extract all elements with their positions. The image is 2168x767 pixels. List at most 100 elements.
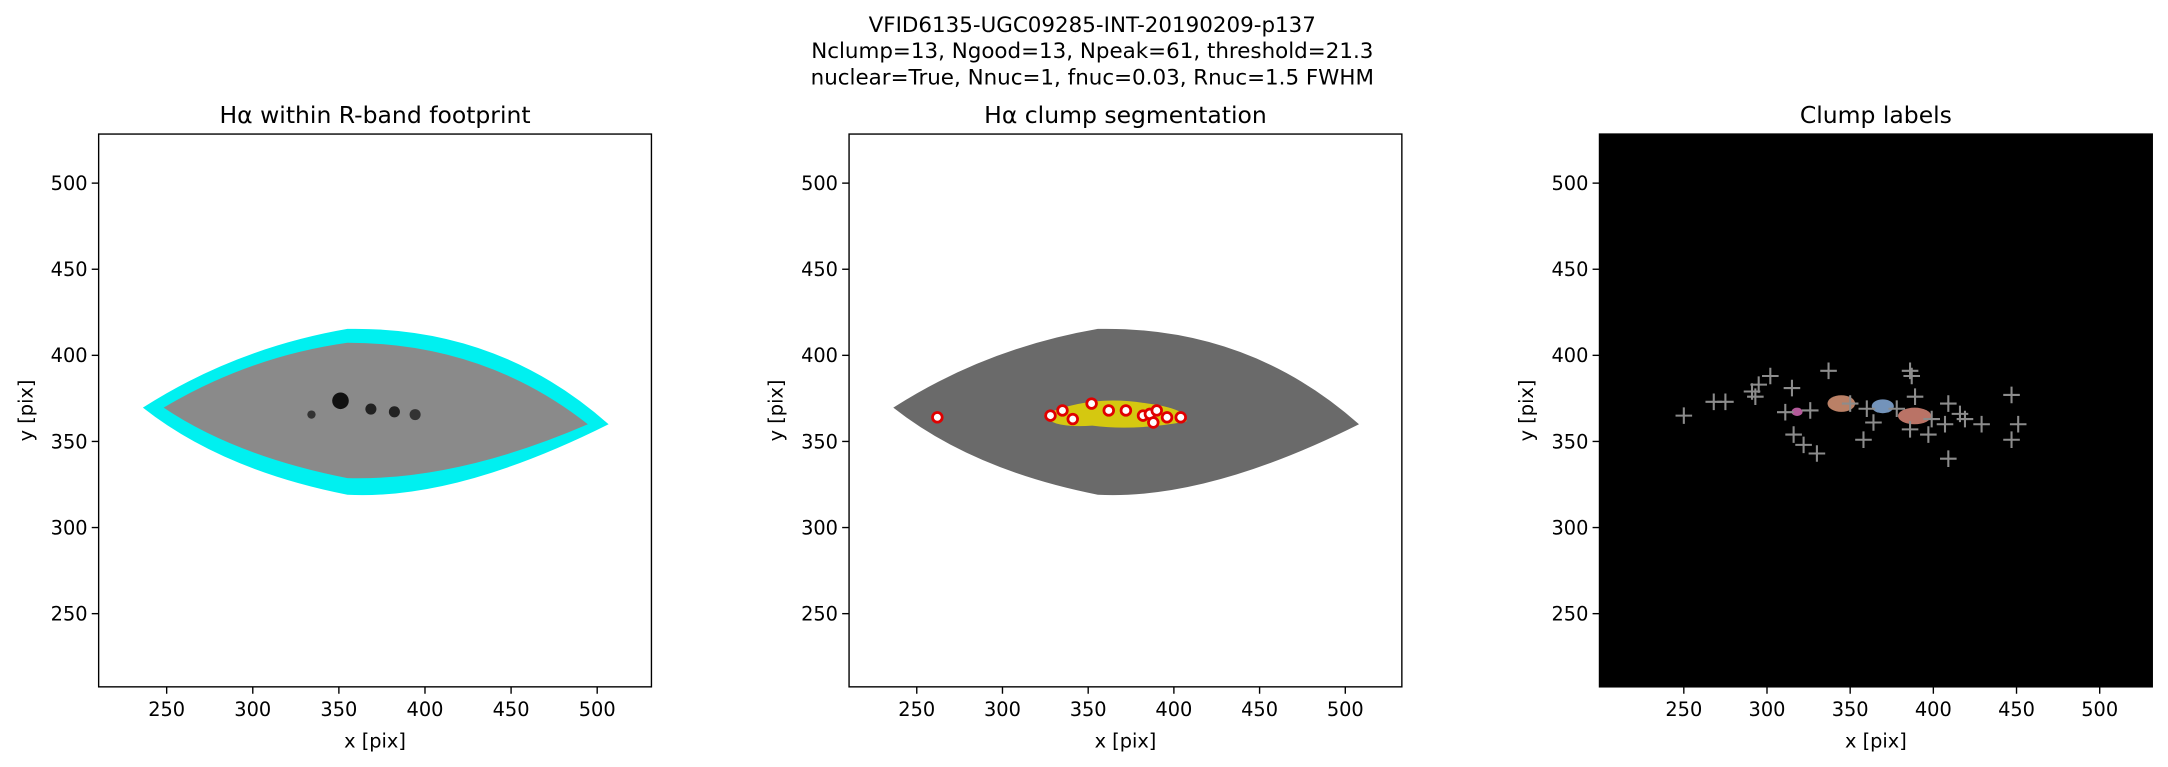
clump-marker bbox=[1066, 412, 1079, 426]
blob bbox=[307, 410, 316, 419]
y-tick-label: 350 bbox=[801, 430, 838, 453]
peak-marker bbox=[1858, 400, 1876, 418]
y-tick-label: 500 bbox=[1552, 172, 1589, 195]
x-tick-label: 400 bbox=[407, 698, 444, 721]
peak-marker bbox=[1920, 426, 1937, 443]
peak-marker bbox=[1675, 407, 1693, 424]
peak-marker bbox=[1888, 400, 1906, 418]
label-blob bbox=[1827, 395, 1856, 412]
y-tick-label: 450 bbox=[801, 258, 838, 281]
clump-marker bbox=[1056, 404, 1069, 417]
clump-marker bbox=[1044, 409, 1057, 422]
x-tick-label: 350 bbox=[320, 698, 357, 721]
blob bbox=[388, 406, 400, 418]
x-tick-label: 450 bbox=[1998, 698, 2035, 721]
figure-title: VFID6135-UGC09285-INT-20190209-p137 bbox=[869, 13, 1316, 38]
peak-marker bbox=[1820, 362, 1837, 380]
y-tick-label: 300 bbox=[51, 516, 88, 539]
peak-marker bbox=[1901, 421, 1919, 438]
peak-marker bbox=[1750, 376, 1767, 393]
peak-marker bbox=[2009, 415, 2027, 433]
x-tick-label: 350 bbox=[1832, 698, 1869, 721]
clump-marker bbox=[1102, 404, 1115, 417]
x-tick-label: 300 bbox=[984, 698, 1021, 721]
peak-marker bbox=[1936, 415, 1954, 433]
y-tick-label: 300 bbox=[801, 516, 838, 539]
peak-marker bbox=[1940, 450, 1957, 467]
label-blob bbox=[1897, 407, 1932, 425]
y-tick-label: 400 bbox=[801, 344, 838, 367]
x-tick-label: 400 bbox=[1155, 698, 1192, 721]
image-decor bbox=[142, 328, 1932, 496]
y-tick-label: 300 bbox=[1552, 516, 1589, 539]
x-axis-label: x [pix] bbox=[1845, 730, 1907, 753]
y-tick-label: 400 bbox=[51, 344, 88, 367]
clump-marker bbox=[1119, 404, 1133, 417]
y-tick-label: 450 bbox=[51, 258, 88, 281]
peak-marker bbox=[1865, 414, 1882, 431]
clump-marker bbox=[1147, 416, 1160, 429]
y-axis-label: y [pix] bbox=[14, 380, 37, 442]
panel-title: Clump labels bbox=[1800, 101, 1952, 129]
y-tick-label: 400 bbox=[1552, 344, 1589, 367]
panel-title: Hα clump segmentation bbox=[984, 101, 1267, 129]
peak-marker bbox=[1777, 403, 1794, 421]
peak-marker bbox=[1783, 379, 1801, 397]
clump-marker bbox=[931, 411, 944, 424]
peak-marker bbox=[1795, 436, 1812, 454]
blob bbox=[409, 409, 421, 421]
axes-frame bbox=[97, 133, 653, 688]
figure-title: Nclump=13, Ngood=13, Npeak=61, threshold… bbox=[811, 39, 1373, 64]
axes-frame bbox=[848, 133, 1403, 688]
peak-marker bbox=[2003, 386, 2020, 404]
blob bbox=[332, 392, 349, 410]
y-tick-label: 250 bbox=[51, 603, 88, 626]
x-tick-label: 350 bbox=[1070, 698, 1107, 721]
y-tick-label: 250 bbox=[1552, 603, 1589, 626]
x-tick-label: 500 bbox=[1327, 698, 1364, 721]
axes-frame bbox=[1598, 133, 2153, 688]
peak-marker bbox=[1855, 431, 1872, 449]
peak-marker bbox=[1785, 426, 1802, 443]
x-tick-label: 450 bbox=[493, 698, 530, 721]
x-tick-label: 250 bbox=[148, 698, 185, 721]
y-tick-label: 450 bbox=[1552, 258, 1589, 281]
x-tick-label: 450 bbox=[1241, 698, 1278, 721]
x-tick-label: 300 bbox=[234, 698, 271, 721]
x-axis-label: x [pix] bbox=[344, 730, 406, 753]
y-axis-label: y [pix] bbox=[1515, 380, 1538, 442]
peak-marker bbox=[1808, 445, 1826, 462]
peak-marker bbox=[1762, 367, 1779, 385]
x-tick-label: 400 bbox=[1915, 698, 1952, 721]
y-tick-label: 500 bbox=[51, 172, 88, 195]
x-tick-label: 300 bbox=[1749, 698, 1786, 721]
x-tick-label: 250 bbox=[1665, 698, 1702, 721]
peak-marker bbox=[1903, 367, 1921, 385]
x-tick-label: 250 bbox=[898, 698, 935, 721]
clump-marker bbox=[1150, 404, 1163, 417]
peak-marker bbox=[1747, 388, 1764, 405]
peak-marker bbox=[1717, 393, 1734, 411]
peak-marker bbox=[1906, 388, 1924, 405]
label-blob bbox=[1871, 399, 1894, 414]
peak-marker bbox=[2003, 431, 2020, 449]
clump-marker bbox=[1160, 411, 1174, 424]
x-tick-label: 500 bbox=[579, 698, 616, 721]
peak-marker bbox=[1973, 415, 1990, 433]
x-axis-label: x [pix] bbox=[1095, 730, 1157, 753]
y-tick-label: 350 bbox=[51, 430, 88, 453]
peak-marker bbox=[1841, 395, 1859, 412]
peak-marker bbox=[1940, 395, 1957, 412]
clump-marker bbox=[1174, 411, 1187, 424]
y-tick-label: 500 bbox=[801, 172, 838, 195]
y-axis-label: y [pix] bbox=[765, 380, 788, 442]
peak-marker bbox=[1923, 410, 1940, 428]
peak-marker bbox=[1956, 410, 1974, 428]
y-tick-label: 250 bbox=[801, 603, 838, 626]
label-blob bbox=[1791, 407, 1803, 416]
blob bbox=[365, 403, 377, 415]
x-tick-label: 500 bbox=[2081, 698, 2118, 721]
y-tick-label: 350 bbox=[1552, 430, 1589, 453]
